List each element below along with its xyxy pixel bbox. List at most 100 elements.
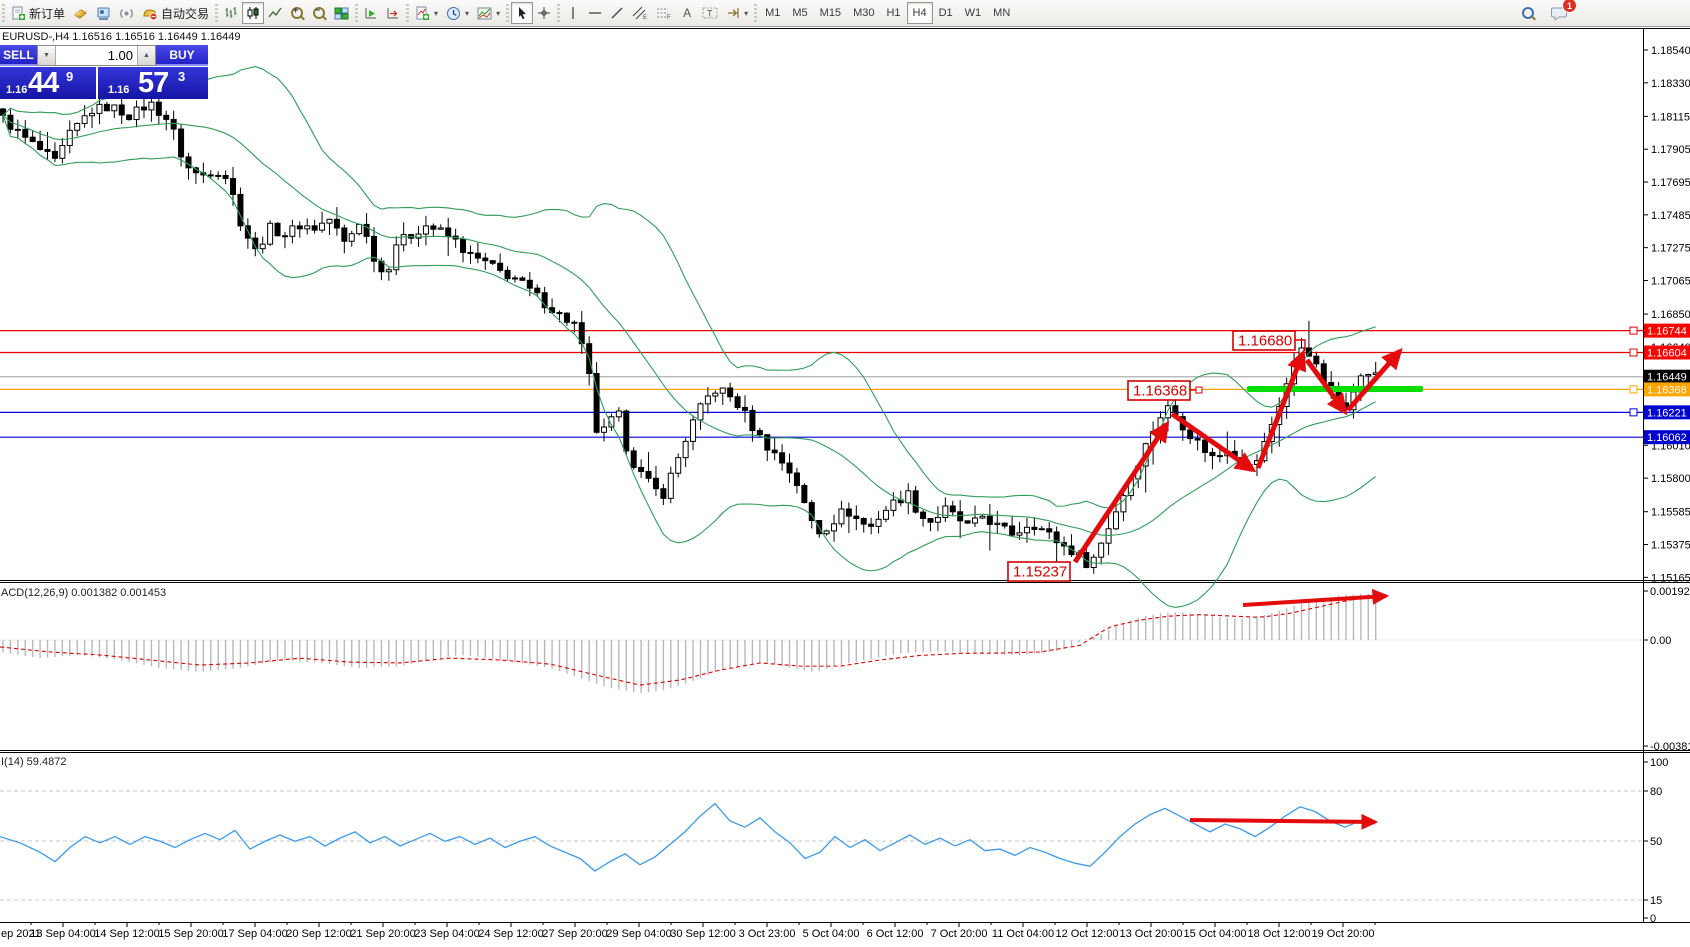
equidistant-channel-icon: E: [632, 6, 647, 20]
svg-text:1.17695: 1.17695: [1651, 177, 1690, 189]
svg-text:80: 80: [1650, 786, 1662, 798]
highlight-layer: [1247, 386, 1423, 392]
timeframe-W1[interactable]: W1: [964, 7, 982, 19]
horizontal-line-tool[interactable]: [584, 2, 606, 24]
auto-trading-label: 自动交易: [161, 6, 210, 21]
volume-increase-button[interactable]: ▲: [137, 46, 155, 65]
search-button[interactable]: [1517, 2, 1539, 24]
svg-text:21 Sep 20:00: 21 Sep 20:00: [350, 928, 415, 940]
new-order-button[interactable]: 新订单: [7, 2, 69, 24]
market-button[interactable]: [69, 2, 92, 24]
notifications-button[interactable]: 1: [1547, 0, 1577, 24]
periods-button[interactable]: ▾: [442, 2, 473, 24]
auto-scroll-icon: [365, 8, 377, 19]
toolbar-grip: [355, 4, 359, 22]
svg-text:1.17065: 1.17065: [1651, 275, 1690, 287]
trendline-tool[interactable]: [606, 2, 628, 24]
auto-scroll-button[interactable]: [360, 2, 382, 24]
buy-price-panel[interactable]: 1.16 57 3: [98, 67, 208, 99]
zoom-in-button[interactable]: +: [286, 2, 308, 24]
arrows-tool[interactable]: ▾: [722, 2, 752, 24]
timeframe-M30[interactable]: M30: [853, 7, 875, 19]
svg-text:1.16368: 1.16368: [1647, 384, 1687, 396]
svg-text:11 Oct 04:00: 11 Oct 04:00: [992, 928, 1054, 940]
svg-text:17 Sep 04:00: 17 Sep 04:00: [222, 928, 287, 940]
new-order-icon: [12, 6, 25, 20]
templates-button[interactable]: ▾: [473, 2, 504, 24]
volume-decrease-button[interactable]: ▼: [38, 46, 56, 65]
candlestick-chart-button[interactable]: [242, 2, 265, 24]
svg-text:1.16604: 1.16604: [1647, 348, 1687, 360]
auto-trading-button[interactable]: 自动交易: [138, 2, 213, 24]
arrow-objects-icon: [728, 8, 739, 18]
chart-title: EURUSD-,H4 1.16516 1.16516 1.16449 1.164…: [2, 31, 241, 43]
rsi-layer: [0, 802, 1379, 872]
svg-text:F: F: [667, 15, 671, 20]
line-chart-icon: [268, 7, 282, 18]
timeframe-M1[interactable]: M1: [765, 7, 781, 19]
svg-text:0: 0: [1650, 913, 1656, 925]
svg-text:50: 50: [1650, 836, 1662, 848]
bollinger-bands: [2, 66, 1377, 608]
timeframe-M5[interactable]: M5: [792, 7, 808, 19]
templates-icon: [477, 7, 492, 19]
toolbar-grip: [2, 4, 5, 22]
svg-text:18 Oct 12:00: 18 Oct 12:00: [1248, 928, 1311, 940]
svg-text:15 Sep 20:00: 15 Sep 20:00: [158, 928, 223, 940]
svg-text:1.17485: 1.17485: [1651, 210, 1690, 222]
zoom-out-button[interactable]: −: [308, 2, 330, 24]
svg-text:1.15585: 1.15585: [1651, 507, 1690, 519]
vertical-line-icon: [572, 7, 574, 19]
toolbar-grip: [215, 4, 219, 22]
timeframe-H1[interactable]: H1: [886, 7, 901, 19]
crosshair-button[interactable]: [533, 2, 555, 24]
line-chart-button[interactable]: [264, 2, 286, 24]
timeframe-M15[interactable]: M15: [819, 7, 842, 19]
timeframe-MN[interactable]: MN: [993, 7, 1011, 19]
svg-text:23 Sep 04:00: 23 Sep 04:00: [414, 928, 479, 940]
dropdown-arrow-icon: ▾: [434, 8, 439, 18]
toolbar: 新订单 自动交易: [0, 0, 1690, 27]
svg-text:1.18115: 1.18115: [1651, 111, 1690, 123]
channel-tool[interactable]: E: [628, 2, 652, 24]
svg-text:T: T: [707, 9, 713, 19]
trendline-icon: [611, 7, 623, 19]
chart-shift-button[interactable]: [382, 2, 404, 24]
indicators-button[interactable]: ▾: [411, 2, 442, 24]
bar-chart-button[interactable]: [220, 2, 242, 24]
tile-windows-button[interactable]: [330, 2, 353, 24]
cursor-icon: [519, 7, 527, 20]
search-icon: [1522, 7, 1534, 19]
one-click-trading-panel: SELL ▼ 1.00 ▲ BUY 1.16 44 9 1.16 57 3: [0, 45, 208, 99]
trend-arrows-layer: [1072, 347, 1403, 564]
metaeditor-button[interactable]: [92, 2, 115, 24]
signals-button[interactable]: [115, 2, 138, 24]
sell-price-panel[interactable]: 1.16 44 9: [0, 67, 96, 99]
toolbar-grip: [754, 4, 758, 22]
volume-value[interactable]: 1.00: [107, 48, 133, 63]
metaeditor-icon: [97, 7, 110, 20]
fibonacci-tool[interactable]: F: [652, 2, 676, 24]
timeframe-H4[interactable]: H4: [906, 2, 933, 24]
svg-text:1.16850: 1.16850: [1651, 309, 1690, 321]
vertical-line-tool[interactable]: [562, 2, 584, 24]
svg-text:-0.003814: -0.003814: [1650, 741, 1690, 753]
annotations-layer: 1.16680 1.16368 1.15237: [1007, 330, 1306, 582]
buy-button[interactable]: BUY: [156, 45, 208, 66]
text-tool[interactable]: A: [676, 2, 698, 24]
buy-price-big: 57: [138, 67, 169, 99]
sell-button[interactable]: SELL: [0, 45, 37, 66]
svg-text:15: 15: [1650, 895, 1662, 907]
macd-layer: [0, 588, 1390, 693]
bar-chart-icon: [225, 7, 237, 18]
svg-text:14 Sep 12:00: 14 Sep 12:00: [94, 928, 159, 940]
cursor-button[interactable]: [511, 2, 534, 24]
timeframe-D1[interactable]: D1: [938, 7, 953, 19]
candlestick-chart-icon: [247, 7, 259, 19]
fibonacci-icon: F: [657, 8, 671, 20]
label-tool[interactable]: T: [698, 2, 722, 24]
volume-stepper: ▼ 1.00 ▲: [37, 45, 156, 66]
